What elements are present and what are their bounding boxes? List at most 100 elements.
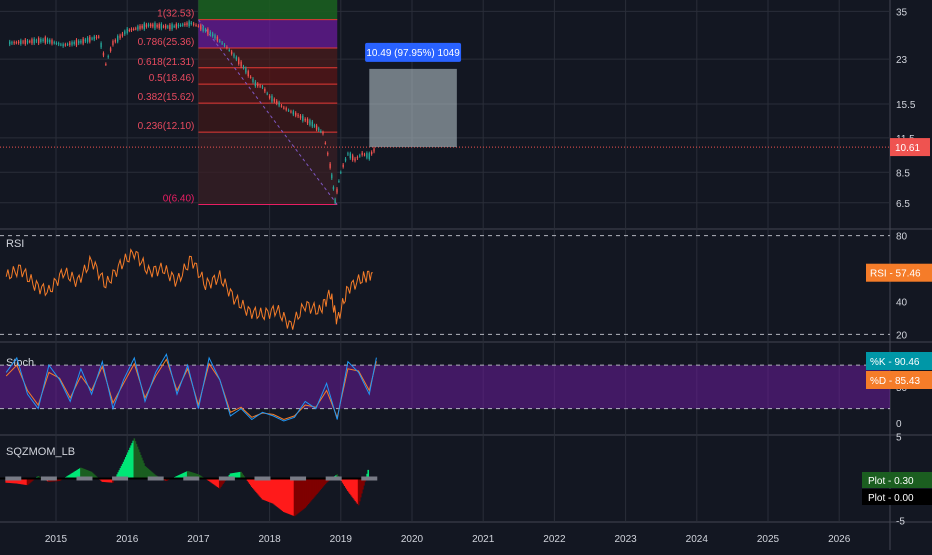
price-candle xyxy=(302,115,304,121)
sqz-bar xyxy=(351,478,353,497)
sqz-bar xyxy=(142,460,144,479)
sqz-bar xyxy=(347,478,349,492)
sqz-bar xyxy=(178,474,180,479)
sqz-bar xyxy=(24,478,27,485)
sqz-bar xyxy=(195,473,198,479)
sqz-bar xyxy=(243,476,246,479)
sqz-bar xyxy=(165,478,168,482)
price-candle xyxy=(342,164,344,167)
sqz-bar xyxy=(18,478,20,484)
sqz-bar xyxy=(306,478,309,506)
sqz-bar xyxy=(76,469,79,479)
price-candle xyxy=(126,28,128,33)
sqz-bar xyxy=(242,474,245,479)
sqz-bar xyxy=(231,473,234,479)
sqz-bar xyxy=(186,470,189,479)
sqz-bar xyxy=(291,478,294,516)
sqz-bar xyxy=(8,478,11,483)
price-candle xyxy=(169,24,171,30)
price-candle xyxy=(204,29,207,31)
price-candle xyxy=(143,23,145,30)
price-candle xyxy=(197,25,200,27)
sqz-bar xyxy=(237,472,239,479)
sqz-bar xyxy=(124,457,127,479)
price-candle xyxy=(266,93,268,95)
sqz-bar xyxy=(352,478,355,499)
sqz-bar xyxy=(307,478,310,505)
price-candle xyxy=(214,35,216,39)
stoch-k-label: %K - 90.46 xyxy=(870,357,920,368)
price-candle xyxy=(137,26,139,30)
sqz-bar xyxy=(86,470,89,479)
price-candle xyxy=(283,107,285,109)
sqz-bar xyxy=(274,478,277,506)
sqz-bar xyxy=(265,478,268,502)
sqz-bar xyxy=(74,470,77,479)
price-candle xyxy=(332,187,335,190)
sqz-bar xyxy=(75,470,78,479)
price-candle xyxy=(324,142,327,144)
sqz-bar xyxy=(198,474,201,479)
sqz-bar xyxy=(213,478,216,485)
sqz-bar xyxy=(299,478,301,512)
price-candle xyxy=(33,38,35,44)
price-candle xyxy=(184,23,186,25)
fib-trend-line xyxy=(198,19,338,205)
price-candle xyxy=(46,39,49,43)
price-candle xyxy=(162,26,165,28)
rsi-tick-label: 80 xyxy=(896,232,908,243)
sqz-bar xyxy=(308,478,311,503)
sqz-bar xyxy=(348,478,350,493)
price-candle xyxy=(238,58,240,64)
price-candle xyxy=(349,153,351,159)
price-candle xyxy=(351,155,354,161)
sqz-bar xyxy=(341,478,344,483)
sqz-bar xyxy=(285,478,287,513)
sqz-bar xyxy=(287,478,289,514)
rsi-value-tag xyxy=(866,263,932,282)
price-candle xyxy=(235,57,238,60)
price-candle xyxy=(211,33,214,36)
sqz-squeeze-dot xyxy=(254,476,271,481)
price-candle xyxy=(13,42,15,44)
sqz-bar xyxy=(189,471,191,479)
sqz-bar xyxy=(95,475,97,479)
sqz-bar xyxy=(104,478,107,483)
price-candle xyxy=(285,108,287,110)
price-candle xyxy=(322,132,324,134)
sqz-bar xyxy=(260,478,263,499)
sqz-bar xyxy=(151,472,154,479)
price-candle xyxy=(331,174,333,179)
sqz-bar xyxy=(363,478,365,486)
sqz-bar xyxy=(117,472,120,479)
price-candle xyxy=(107,56,109,58)
fib-level-label: 0(6.40) xyxy=(163,194,195,205)
price-candle xyxy=(112,41,114,45)
price-candle xyxy=(128,29,131,31)
sqz-bar xyxy=(92,473,95,479)
price-candle xyxy=(20,40,22,45)
sqz-bar xyxy=(126,454,128,479)
sqz-bar xyxy=(136,446,139,479)
price-candle xyxy=(160,23,163,29)
sqz-bar xyxy=(254,478,256,491)
sqz-bar xyxy=(70,473,73,479)
sqz-bar xyxy=(361,478,363,494)
price-candle xyxy=(35,40,38,42)
sqz-bar xyxy=(233,472,236,479)
sqz-bar xyxy=(77,468,80,479)
price-candle xyxy=(182,24,184,26)
price-candle xyxy=(295,112,297,116)
current-price-label: 10.61 xyxy=(895,143,920,154)
sqz-bar xyxy=(283,478,285,512)
x-tick-label: 2022 xyxy=(543,534,566,545)
sqz-bar xyxy=(280,478,283,511)
price-candle xyxy=(287,110,290,112)
price-candle xyxy=(156,24,158,27)
price-candle xyxy=(22,41,24,43)
price-candle xyxy=(200,25,202,30)
sqz-bar xyxy=(319,478,321,491)
price-candle xyxy=(261,86,264,88)
